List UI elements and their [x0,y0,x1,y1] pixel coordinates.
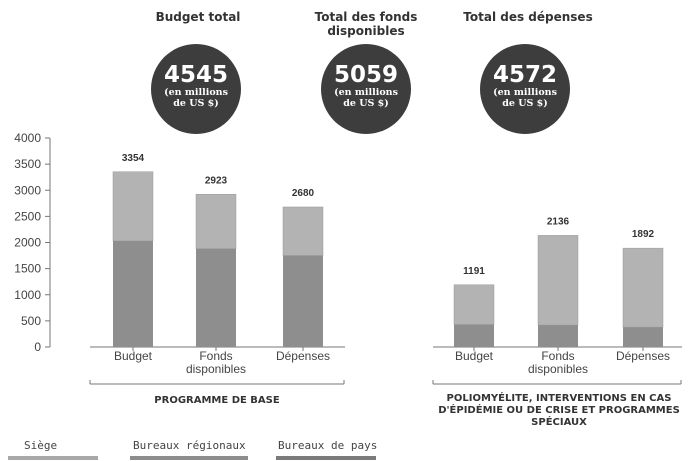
bar-segment-upper [537,235,579,326]
legend-swatch-hq [8,456,98,460]
y-tick-label: 3000 [14,183,41,197]
kpi-unit-funds: (en millions de US $) [334,87,398,109]
kpi-value-expenses: 4572 [492,62,557,88]
group-label-base: PROGRAMME DE BASE [154,395,280,406]
bar-segment-lower [283,255,323,347]
y-tick-label: 2000 [14,236,41,250]
kpi-bubble-expenses: 4572 (en millions de US $) [480,44,570,134]
bar-segment-lower [538,325,578,347]
x-category-label: Fonds [541,349,574,363]
y-tick-label: 2500 [14,209,41,223]
bar-segment-lower [454,324,494,347]
bar-segment-upper [282,206,324,256]
x-category-label: Budget [114,349,153,363]
kpi-unit-budget: (en millions de US $) [164,87,228,109]
bar-value-label: 2136 [547,216,570,227]
kpi-title-expenses: Total des dépenses [463,10,593,24]
kpi-bubble-funds: 5059 (en millions de US $) [321,44,411,134]
kpi-value-funds: 5059 [333,62,398,88]
kpi-unit-expenses: (en millions de US $) [493,87,557,109]
bar-segment-lower [623,327,663,347]
y-tick-label: 4000 [14,131,41,145]
bar-segment-lower [113,240,153,347]
y-tick-label: 1500 [14,262,41,276]
bar-segment-upper [453,284,495,325]
y-tick-label: 3500 [14,157,41,171]
x-category-label: disponibles [186,362,246,376]
bar-value-label: 2923 [205,175,228,186]
kpi-title-funds: Total des fonds disponibles [314,10,418,38]
legend-swatch-regional [130,456,248,460]
legend-label-hq: Siège [24,439,58,452]
y-tick-label: 500 [21,314,41,328]
bar-segment-lower [196,248,236,347]
y-tick-label: 0 [34,340,41,354]
kpi-title-budget: Budget total [155,10,241,24]
x-category-label: Dépenses [616,349,670,363]
x-category-label: Budget [455,349,494,363]
bar-value-label: 3354 [122,153,145,164]
x-category-label: Dépenses [276,349,330,363]
group-label-special: POLIOMYÉLITE, INTERVENTIONS EN CAS D'ÉPI… [438,393,680,428]
x-category-label: disponibles [528,362,588,376]
bar-segment-upper [622,247,664,328]
bar-segment-upper [195,194,237,250]
kpi-value-budget: 4545 [163,62,228,88]
y-tick-label: 1000 [14,288,41,302]
legend-label-regional: Bureaux régionaux [133,439,246,452]
bar-value-label: 1191 [463,266,485,277]
legend-label-country: Bureaux de pays [278,439,378,452]
bar-segment-upper [112,171,154,242]
legend-swatch-country [276,456,376,460]
x-category-label: Fonds [199,349,232,363]
bar-value-label: 1892 [632,229,655,240]
kpi-bubble-budget: 4545 (en millions de US $) [151,44,241,134]
bar-value-label: 2680 [292,188,315,199]
